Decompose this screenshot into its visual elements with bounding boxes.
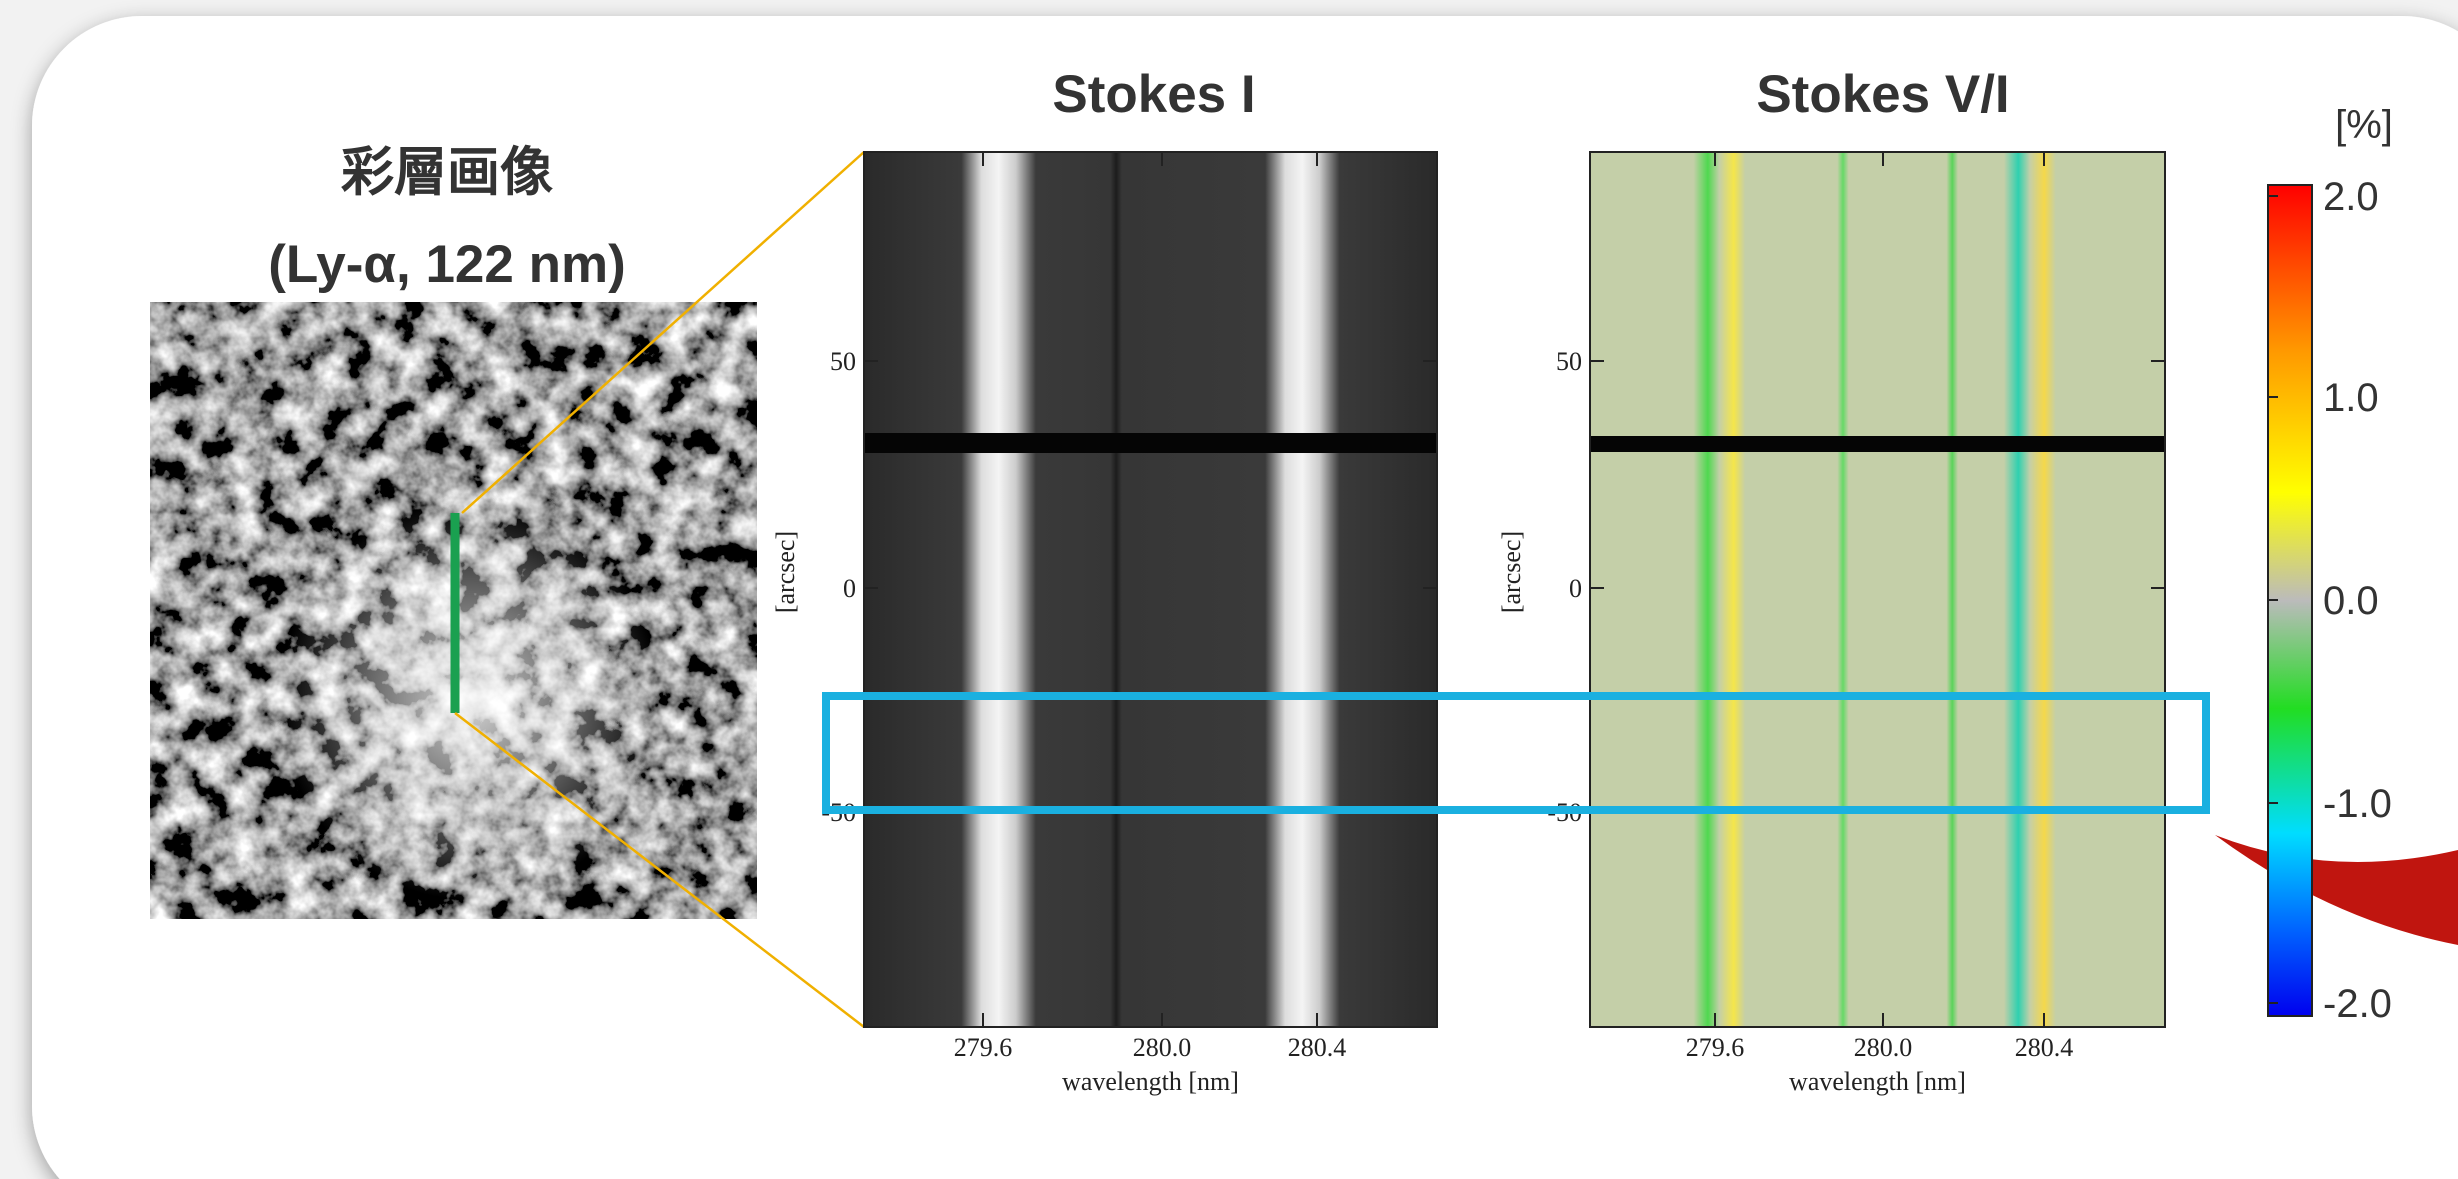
zoom-line: [461, 151, 865, 514]
y-tick-label: 0: [1569, 574, 1582, 603]
x-tick-label: 279.6: [1686, 1033, 1745, 1062]
x-axis-label: wavelength [nm]: [1062, 1067, 1239, 1096]
x-tick-label: 280.4: [2015, 1033, 2074, 1062]
zoom-line: [454, 712, 865, 1028]
y-axis-label: [arcsec]: [1497, 531, 1526, 613]
colorbar-ticks: 2.0 1.0 0.0 -1.0 -2.0: [2268, 175, 2392, 1026]
image-subtitle: (Ly-α, 122 nm): [268, 235, 626, 294]
x-axis-label: wavelength [nm]: [1789, 1067, 1966, 1096]
y-tick-label: 0: [843, 574, 856, 603]
x-tick-label: 280.0: [1854, 1033, 1913, 1062]
colorbar-tick-label: 1.0: [2323, 376, 2379, 420]
spectrum-image: [1590, 152, 2165, 1027]
frame: [863, 151, 1438, 1028]
y-tick-label: 50: [830, 347, 856, 376]
colorbar-tick-label: 0.0: [2323, 579, 2379, 623]
x-tick-label: 280.4: [1288, 1033, 1347, 1062]
dark-band: [1590, 436, 2165, 452]
panel-title: Stokes I: [1052, 65, 1255, 124]
frame: [1589, 151, 2166, 1028]
y-axis-label: [arcsec]: [771, 531, 800, 613]
x-tick-label: 280.0: [1133, 1033, 1192, 1062]
colorbar-unit: [%]: [2335, 103, 2393, 147]
colorbar-tick-label: -2.0: [2323, 982, 2392, 1026]
dark-band: [864, 433, 1437, 453]
colorbar-tick-label: 2.0: [2323, 175, 2379, 219]
image-title: 彩層画像: [341, 143, 553, 202]
highlight-box: [822, 692, 2210, 814]
x-tick-label: 279.6: [954, 1033, 1013, 1062]
y-tick-label: 50: [1556, 347, 1582, 376]
panel-title: Stokes V/I: [1756, 65, 2009, 124]
colorbar-tick-label: -1.0: [2323, 782, 2392, 826]
spectrum-image: [864, 152, 1437, 1027]
